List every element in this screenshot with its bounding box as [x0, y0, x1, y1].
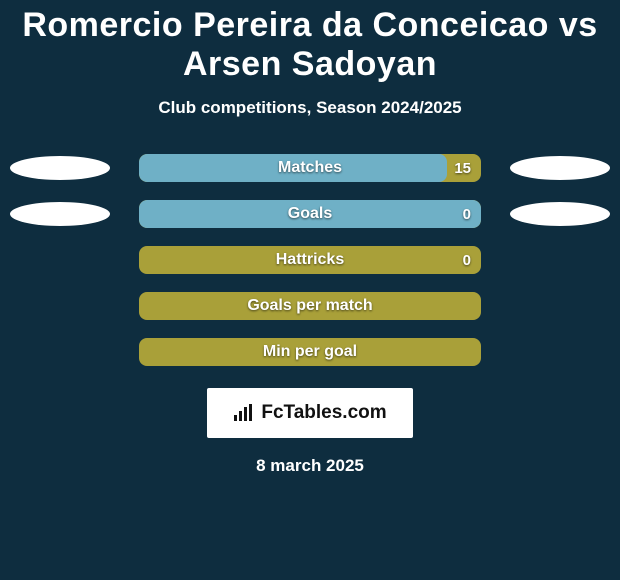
subtitle: Club competitions, Season 2024/2025	[0, 98, 620, 118]
date-text: 8 march 2025	[0, 456, 620, 476]
stat-row: Matches15	[0, 154, 620, 182]
stat-value: 0	[463, 246, 471, 274]
comparison-card: Romercio Pereira da Conceicao vs Arsen S…	[0, 0, 620, 580]
left-ellipse	[10, 202, 110, 226]
stat-value: 15	[454, 154, 471, 182]
stat-rows: Matches15 Goals0 Hattricks0 Goals per match…	[0, 154, 620, 366]
stat-bar-fill	[139, 154, 447, 182]
bar-chart-icon	[233, 404, 255, 422]
right-ellipse	[510, 156, 610, 180]
stat-label: Goals per match	[139, 292, 481, 320]
left-ellipse	[10, 156, 110, 180]
stat-label: Hattricks	[139, 246, 481, 274]
stat-bar: Hattricks0	[139, 246, 481, 274]
brand-text: FcTables.com	[261, 402, 386, 424]
stat-bar: Min per goal	[139, 338, 481, 366]
stat-row: Goals per match	[0, 292, 620, 320]
page-title: Romercio Pereira da Conceicao vs Arsen S…	[0, 0, 620, 84]
stat-label: Min per goal	[139, 338, 481, 366]
stat-bar: Matches15	[139, 154, 481, 182]
stat-bar: Goals0	[139, 200, 481, 228]
stat-bar-fill	[139, 200, 481, 228]
stat-row: Goals0	[0, 200, 620, 228]
stat-row: Min per goal	[0, 338, 620, 366]
right-ellipse	[510, 202, 610, 226]
brand-box: FcTables.com	[207, 388, 413, 438]
stat-bar: Goals per match	[139, 292, 481, 320]
stat-row: Hattricks0	[0, 246, 620, 274]
